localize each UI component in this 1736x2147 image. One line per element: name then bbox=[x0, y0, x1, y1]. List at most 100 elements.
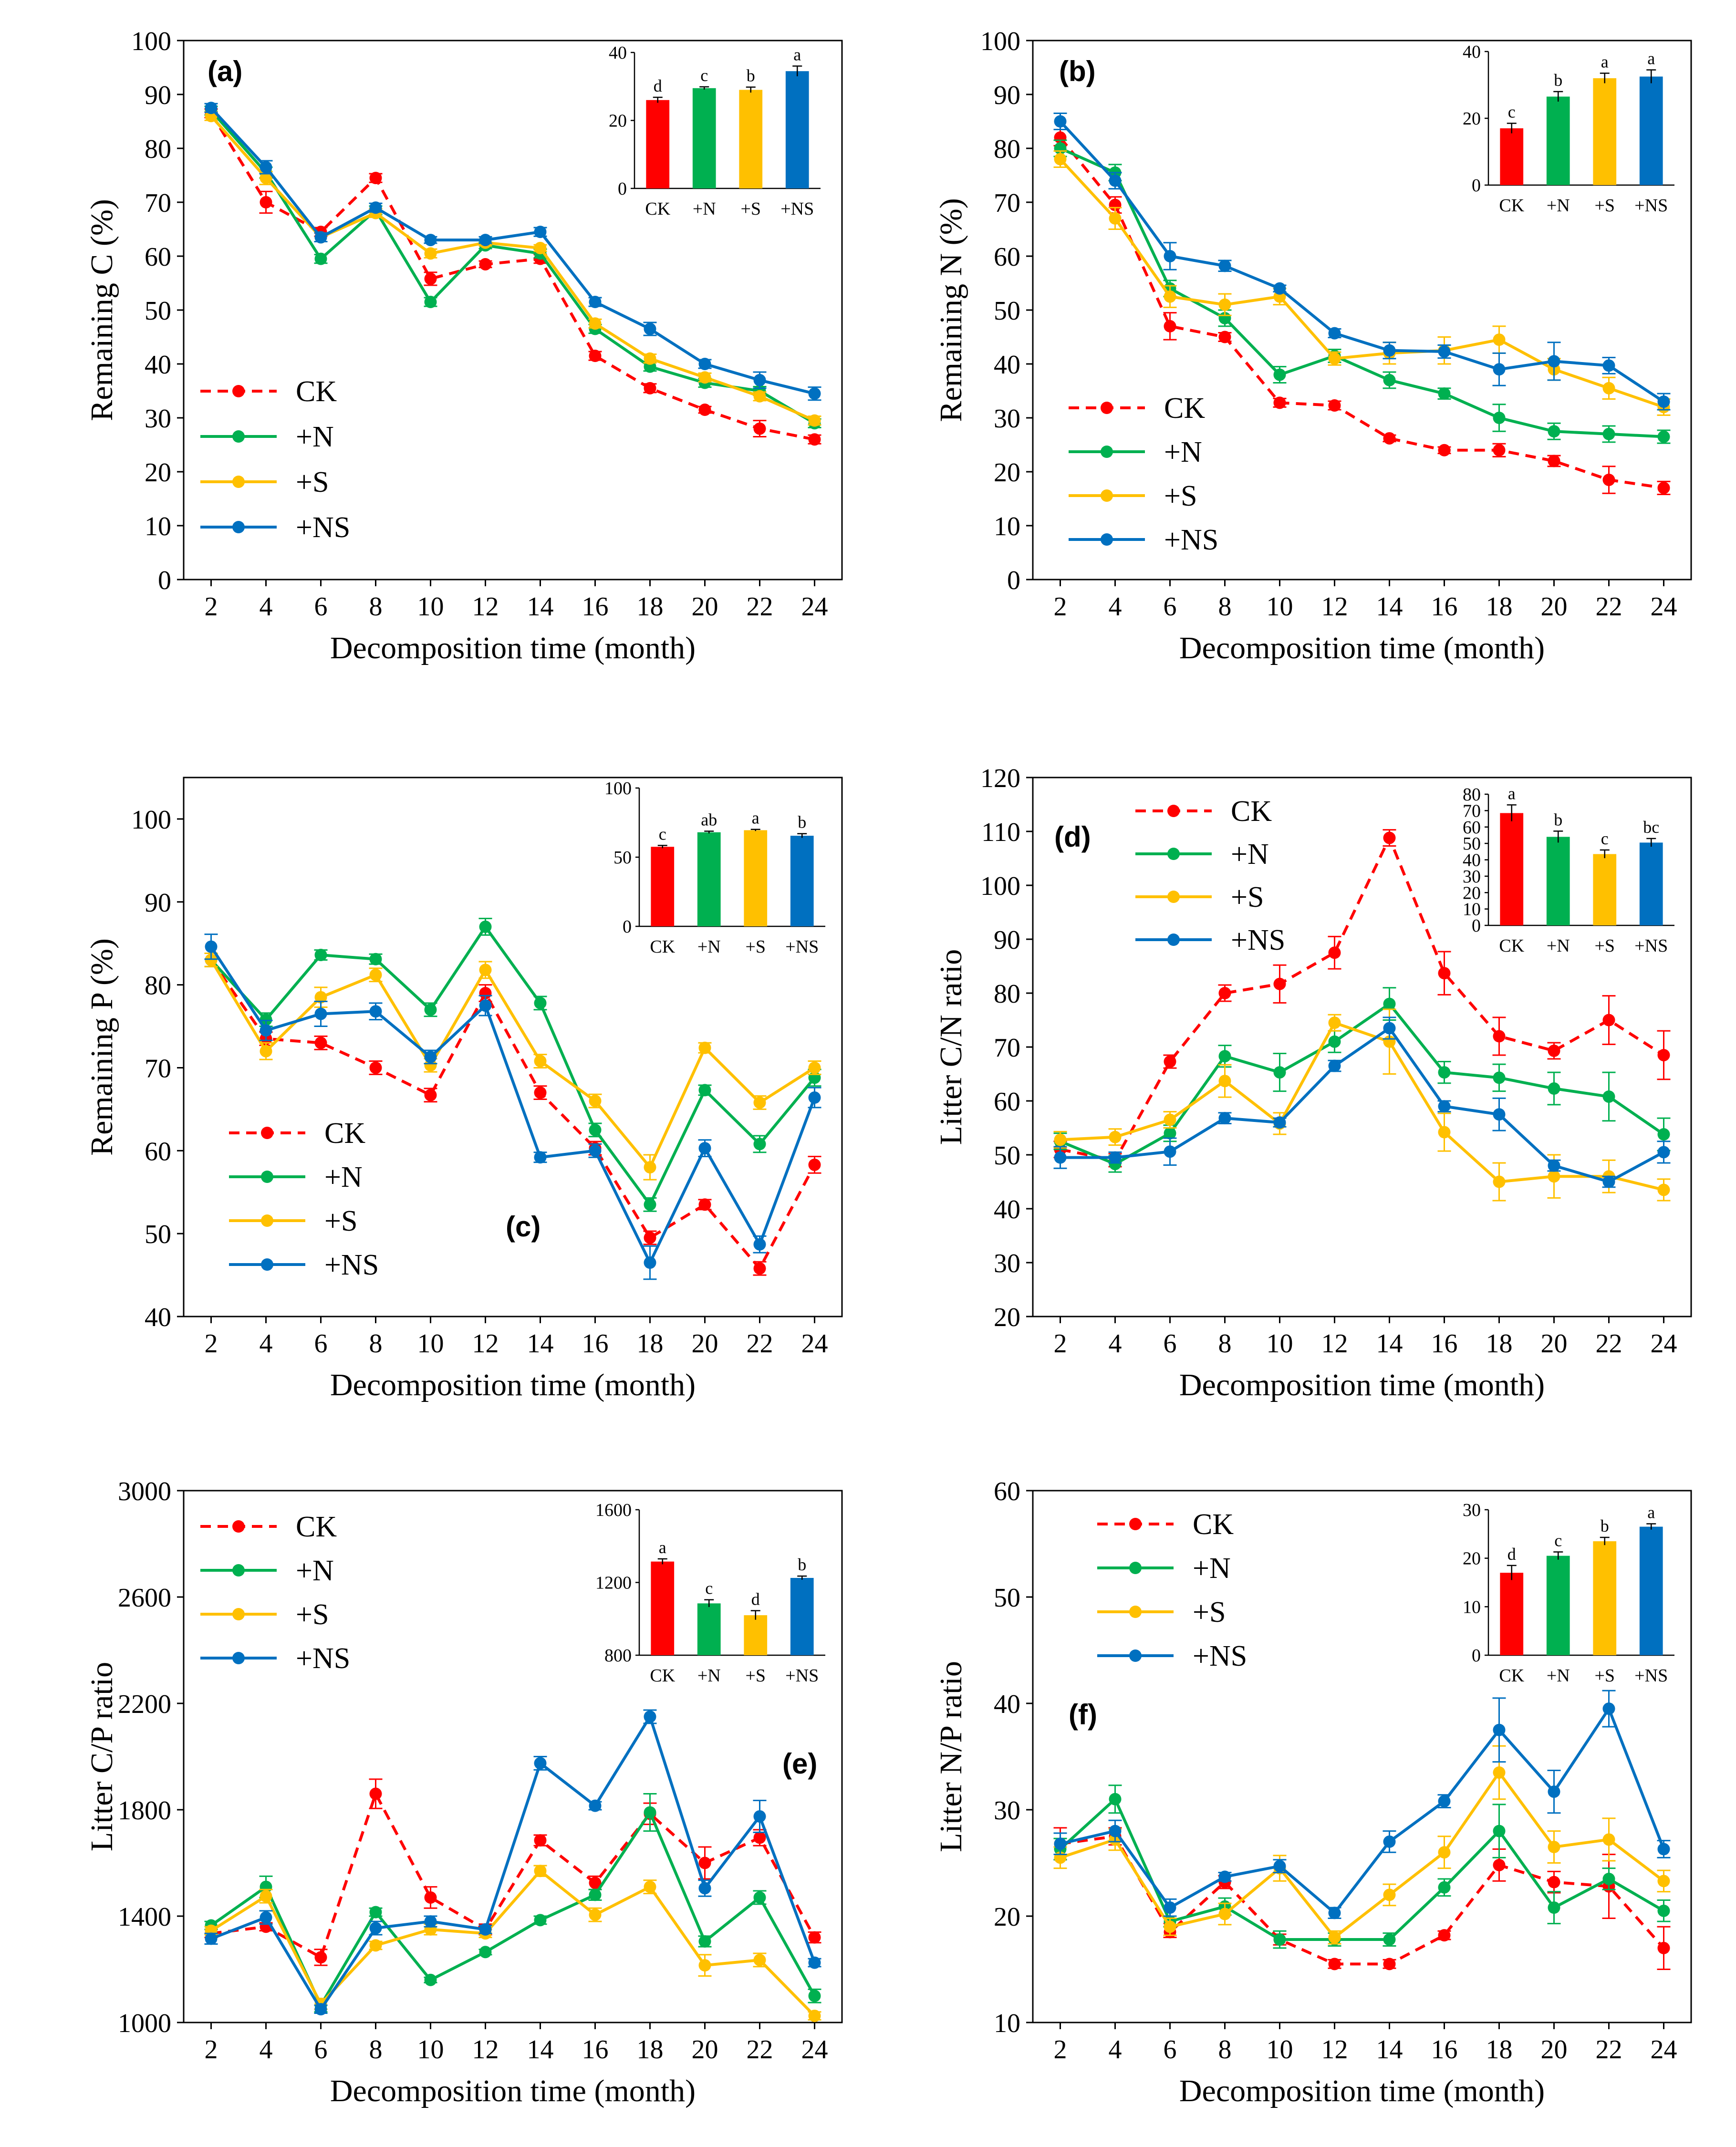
inset-y-tick-label: 0 bbox=[1472, 176, 1481, 196]
inset-significance-letter: b bbox=[798, 813, 806, 832]
data-point bbox=[369, 172, 382, 185]
legend-marker bbox=[1101, 402, 1113, 414]
inset-bar bbox=[697, 1603, 721, 1655]
series-line bbox=[209, 946, 816, 1264]
data-point bbox=[314, 991, 327, 1004]
data-point bbox=[1548, 425, 1560, 438]
inset-significance-letter: d bbox=[654, 76, 662, 95]
panel-label: (c) bbox=[506, 1211, 541, 1243]
data-point bbox=[1383, 344, 1396, 357]
data-point bbox=[314, 1951, 327, 1964]
legend-marker bbox=[232, 1608, 245, 1620]
y-tick-label: 110 bbox=[981, 818, 1020, 847]
y-tick-label: 60 bbox=[994, 1087, 1020, 1117]
y-tick-label: 2200 bbox=[118, 1690, 171, 1719]
y-tick-label: 20 bbox=[145, 458, 171, 487]
x-tick-label: 8 bbox=[369, 2035, 383, 2064]
data-point bbox=[808, 2010, 821, 2023]
data-point bbox=[644, 1231, 656, 1244]
data-point bbox=[1164, 1901, 1176, 1914]
data-point bbox=[1273, 396, 1286, 409]
y-tick-label: 60 bbox=[994, 242, 1020, 272]
series-line bbox=[1060, 836, 1665, 1162]
inset-significance-letter: bc bbox=[1643, 818, 1659, 837]
legend-label: CK bbox=[296, 375, 337, 408]
data-point bbox=[1164, 1145, 1176, 1158]
data-point bbox=[1383, 1022, 1396, 1035]
data-point bbox=[260, 196, 272, 208]
y-tick-label: 1400 bbox=[118, 1902, 171, 1932]
data-point bbox=[698, 1882, 711, 1895]
y-axis-label: Remaining C (%) bbox=[84, 199, 119, 421]
x-tick-label: 4 bbox=[260, 2035, 273, 2064]
x-tick-label: 18 bbox=[637, 592, 664, 622]
x-tick-label: 24 bbox=[801, 2035, 828, 2064]
data-point bbox=[314, 231, 327, 244]
inset-significance-letter: d bbox=[1507, 1545, 1516, 1564]
inset-bar bbox=[1639, 842, 1663, 925]
data-point bbox=[534, 1834, 547, 1847]
inset-x-tick-label: +NS bbox=[1634, 196, 1668, 216]
series-line bbox=[210, 925, 816, 1206]
data-point bbox=[698, 1084, 711, 1097]
y-tick-label: 2600 bbox=[118, 1583, 171, 1613]
x-tick-label: 18 bbox=[1486, 1329, 1513, 1359]
data-point bbox=[260, 161, 272, 174]
y-tick-label: 1800 bbox=[118, 1796, 171, 1825]
x-tick-label: 18 bbox=[637, 2035, 664, 2064]
series-line bbox=[209, 959, 816, 1169]
data-point bbox=[479, 1923, 492, 1936]
data-point bbox=[1602, 1090, 1615, 1103]
y-tick-label: 70 bbox=[145, 1054, 171, 1083]
inset-bar-chart: 0 20 40 d CK c +N b +S a +NS bbox=[609, 43, 821, 219]
data-point bbox=[753, 390, 766, 403]
data-point bbox=[589, 1095, 602, 1107]
data-point bbox=[1054, 1133, 1067, 1146]
data-point bbox=[589, 317, 602, 330]
legend: CK +N +S +NS bbox=[200, 375, 350, 544]
data-point bbox=[1602, 382, 1615, 394]
data-point bbox=[1054, 153, 1067, 166]
y-tick-label: 40 bbox=[994, 1195, 1020, 1224]
legend-marker bbox=[232, 430, 245, 443]
data-point bbox=[260, 1013, 272, 1026]
data-point bbox=[644, 1806, 656, 1819]
data-point bbox=[314, 949, 327, 962]
data-point bbox=[1493, 1175, 1506, 1188]
data-point bbox=[1328, 1016, 1341, 1029]
data-point bbox=[753, 1262, 766, 1275]
x-tick-label: 20 bbox=[692, 592, 718, 622]
legend-marker bbox=[1101, 489, 1113, 502]
data-point bbox=[369, 1939, 382, 1952]
series-line bbox=[1060, 1027, 1664, 1183]
y-axis-label: Litter C/N ratio bbox=[934, 949, 968, 1145]
data-point bbox=[808, 1956, 821, 1969]
y-tick-label: 90 bbox=[994, 81, 1020, 110]
x-tick-label: 4 bbox=[1109, 592, 1122, 622]
data-point bbox=[753, 1810, 766, 1823]
legend-marker bbox=[232, 521, 245, 533]
data-point bbox=[1493, 444, 1506, 456]
y-tick-label: 0 bbox=[1007, 566, 1020, 595]
data-point bbox=[314, 1007, 327, 1020]
data-point bbox=[1602, 1702, 1615, 1715]
data-point bbox=[1493, 1071, 1506, 1084]
y-tick-label: 80 bbox=[145, 971, 171, 1001]
series-line bbox=[1060, 147, 1664, 438]
legend-label: +N bbox=[296, 421, 334, 453]
x-tick-label: 12 bbox=[1321, 592, 1348, 622]
y-tick-label: 70 bbox=[994, 188, 1020, 218]
data-point bbox=[589, 1877, 602, 1889]
inset-y-tick-label: 20 bbox=[609, 111, 627, 131]
inset-significance-letter: a bbox=[659, 1538, 666, 1557]
inset-bar bbox=[1546, 96, 1570, 185]
data-point bbox=[534, 1757, 547, 1770]
data-point bbox=[698, 1198, 711, 1211]
data-point bbox=[1438, 1929, 1451, 1942]
data-point bbox=[1383, 1933, 1396, 1946]
y-tick-label: 70 bbox=[145, 188, 171, 218]
series-plus-S bbox=[204, 953, 821, 1181]
y-tick-label: 80 bbox=[994, 135, 1020, 164]
